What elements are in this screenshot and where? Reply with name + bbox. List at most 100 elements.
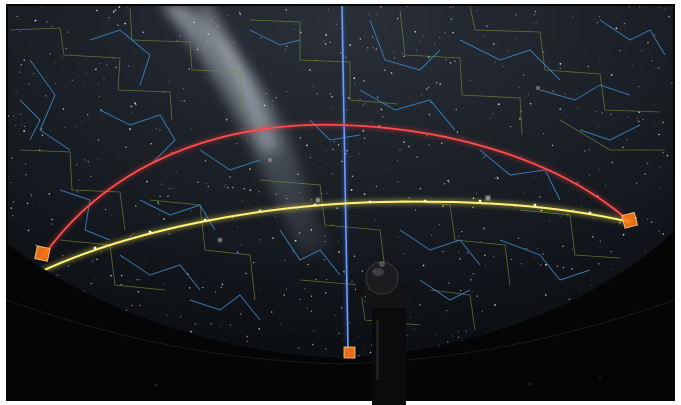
star: [30, 193, 32, 195]
star: [406, 334, 408, 336]
star: [326, 192, 328, 194]
star: [71, 79, 74, 82]
star: [449, 62, 452, 64]
star: [10, 207, 13, 209]
star: [172, 174, 174, 176]
star: [28, 83, 30, 85]
star: [419, 187, 422, 190]
star: [610, 250, 612, 253]
star: [450, 18, 453, 20]
star: [408, 197, 411, 199]
star: [233, 41, 235, 44]
star: [434, 43, 436, 45]
star: [225, 118, 228, 121]
star: [591, 235, 594, 238]
star: [645, 185, 647, 187]
star: [642, 119, 644, 121]
star: [442, 250, 444, 253]
star: [26, 202, 29, 205]
star: [593, 50, 595, 52]
star: [124, 22, 127, 25]
star: [484, 265, 486, 267]
star: [381, 116, 384, 118]
star: [346, 149, 348, 152]
star: [196, 48, 199, 51]
star: [628, 6, 630, 8]
star: [249, 189, 252, 191]
star: [210, 322, 212, 325]
star: [275, 96, 278, 99]
star: [12, 201, 15, 203]
star: [376, 96, 379, 99]
star: [323, 259, 325, 261]
star: [425, 88, 428, 90]
star: [110, 274, 112, 277]
star: [67, 265, 70, 267]
star: [577, 106, 579, 108]
star: [476, 10, 477, 12]
star: [240, 313, 242, 315]
star: [325, 34, 328, 36]
star: [538, 196, 541, 198]
star: [134, 102, 137, 105]
star: [228, 72, 230, 74]
star: [497, 103, 500, 106]
star: [333, 141, 335, 143]
star: [247, 138, 248, 140]
star: [58, 43, 60, 45]
star: [387, 167, 389, 169]
star: [239, 12, 242, 15]
star: [206, 182, 208, 185]
star: [168, 81, 170, 83]
star: [421, 94, 423, 96]
star: [465, 330, 467, 332]
star: [131, 112, 133, 113]
star: [651, 60, 653, 62]
star: [560, 215, 561, 217]
star: [496, 177, 499, 180]
star: [297, 173, 299, 176]
star: [449, 6, 451, 8]
star: [332, 108, 334, 110]
star: [431, 234, 433, 236]
star: [428, 143, 431, 146]
star: [509, 125, 512, 128]
star: [253, 261, 255, 264]
star: [220, 326, 222, 327]
star: [353, 255, 356, 257]
star: [263, 104, 266, 107]
star: [272, 237, 274, 239]
star: [362, 129, 365, 132]
star: [167, 195, 169, 197]
star: [276, 83, 278, 85]
star: [319, 159, 321, 161]
star: [324, 347, 327, 350]
star: [671, 82, 673, 84]
star: [33, 72, 35, 75]
star: [97, 139, 100, 142]
star: [375, 185, 378, 188]
star: [638, 111, 641, 114]
milky-way: [160, 6, 330, 255]
star: [35, 244, 38, 247]
star: [401, 52, 404, 54]
star: [646, 162, 649, 165]
star: [588, 174, 591, 176]
star: [349, 155, 351, 158]
star: [211, 19, 213, 21]
star: [622, 146, 624, 149]
star: [354, 83, 356, 85]
star: [93, 257, 95, 259]
star: [155, 128, 157, 130]
star: [194, 323, 196, 325]
star: [304, 288, 306, 290]
star: [542, 51, 545, 53]
star: [598, 263, 600, 265]
star: [16, 91, 18, 93]
star: [19, 71, 21, 73]
star: [90, 175, 92, 178]
star: [104, 208, 107, 211]
star: [93, 278, 95, 280]
star: [422, 35, 424, 37]
